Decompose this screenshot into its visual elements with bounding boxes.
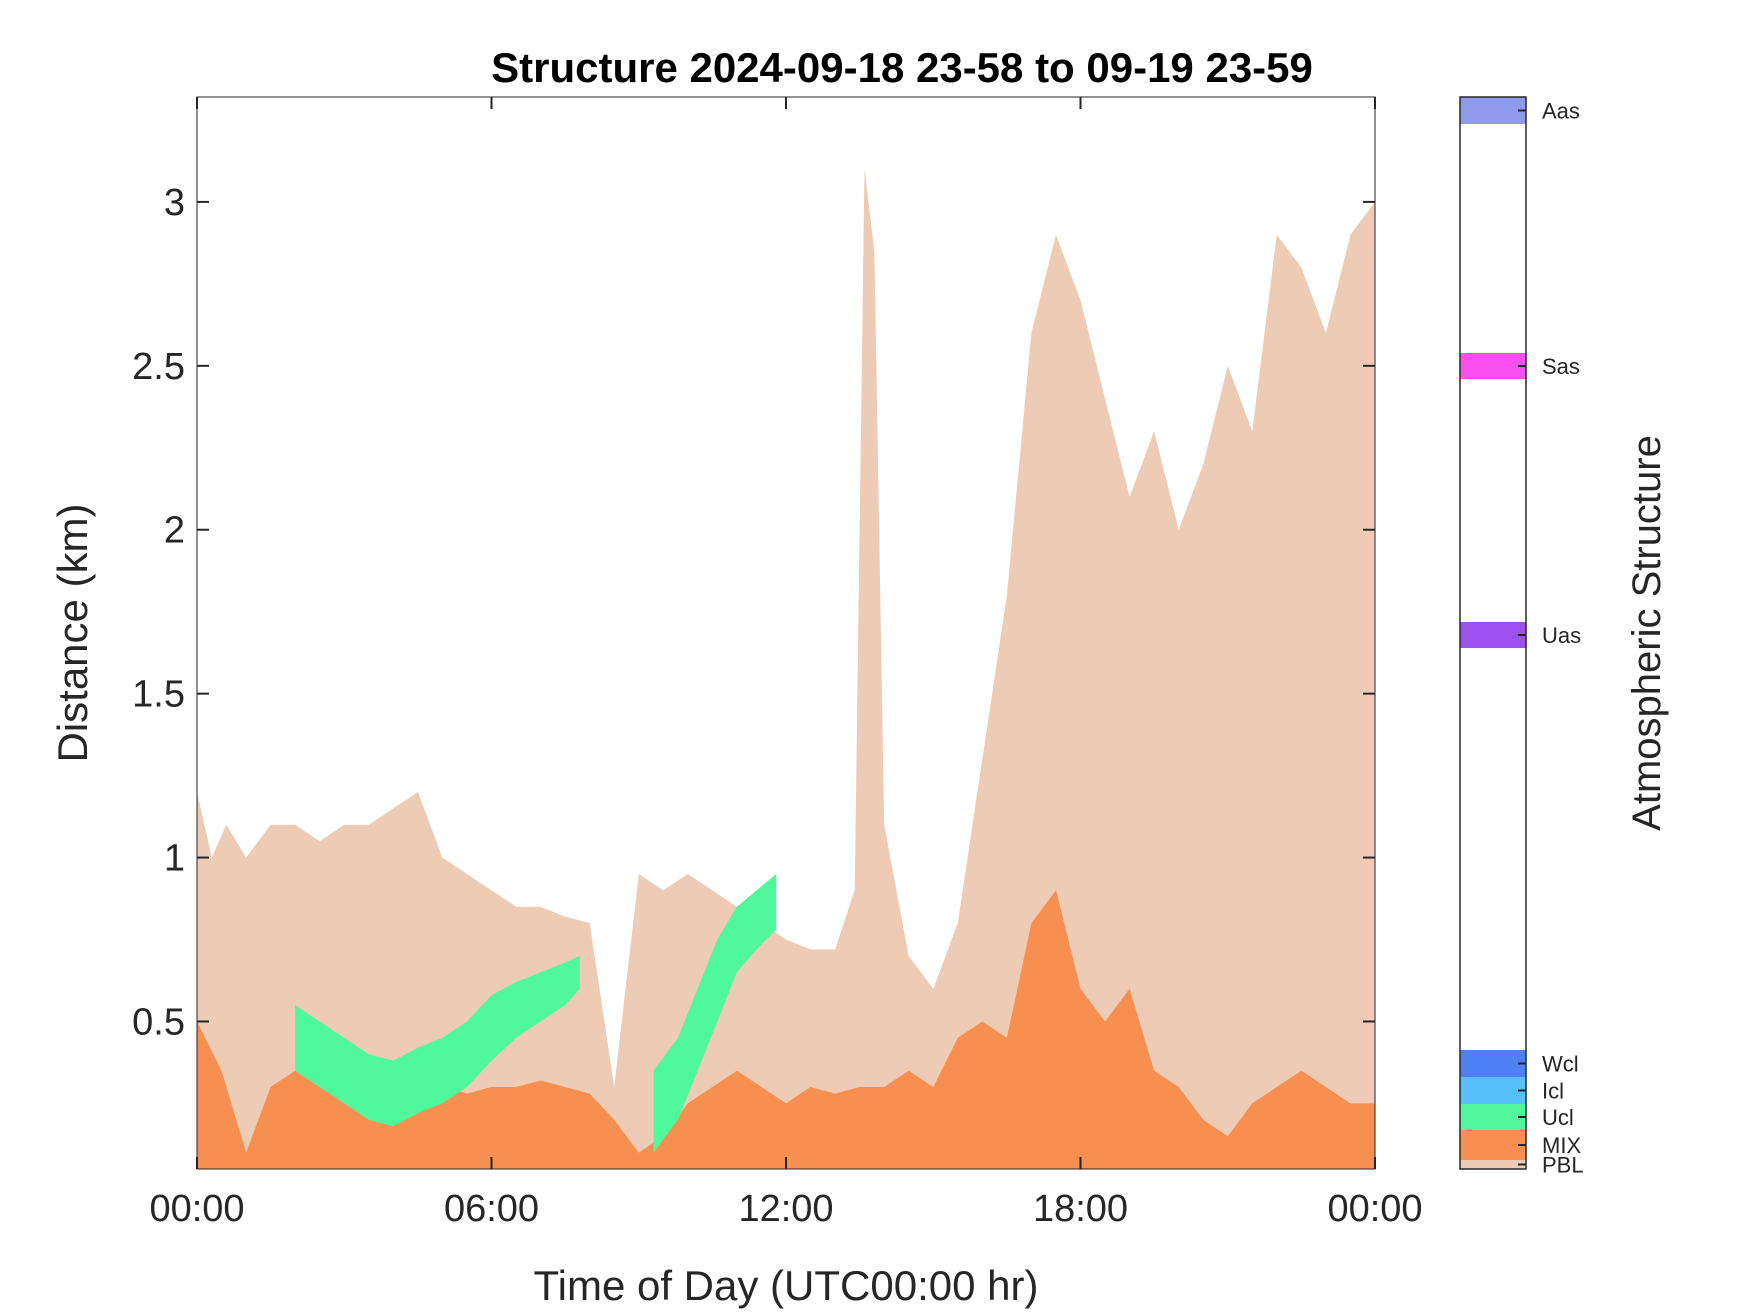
colorbar-label-sas: Sas <box>1542 354 1580 379</box>
colorbar-swatch-pbl <box>1460 1160 1526 1169</box>
colorbar-frame <box>1459 96 1527 1170</box>
x-tick-label: 18:00 <box>1033 1188 1128 1230</box>
colorbar-label-aas: Aas <box>1542 99 1580 124</box>
colorbar-swatch-icl <box>1460 1077 1526 1104</box>
y-axis-title: Distance (km) <box>49 503 96 762</box>
ucl-band-2 <box>653 874 777 1153</box>
ucl-band <box>295 955 580 1127</box>
colorbar-swatch-uas <box>1460 622 1526 648</box>
y-tick-label: 0.5 <box>132 1001 185 1043</box>
y-tick-label: 1.5 <box>132 674 185 716</box>
x-tick-label: 06:00 <box>444 1188 539 1230</box>
colorbar-label-ucl: Ucl <box>1542 1105 1574 1130</box>
colorbar-swatch-wcl <box>1460 1050 1526 1077</box>
colorbar-label-icl: Icl <box>1542 1079 1564 1104</box>
axes-layer: 00:00 06:00 12:00 18:00 00:00 0.5 1 1.5 2 2.5 3 <box>132 97 1423 1230</box>
x-tick-label: 12:00 <box>738 1188 833 1230</box>
x-tick-label: 00:00 <box>149 1188 244 1230</box>
y-tick-label: 2.5 <box>132 346 185 388</box>
colorbar-swatch-ucl <box>1460 1104 1526 1130</box>
y-tick-label: 1 <box>164 838 185 880</box>
y-tick-label: 3 <box>164 182 185 224</box>
chart-title: Structure 2024-09-18 23-58 to 09-19 23-5… <box>491 44 1313 91</box>
colorbar-swatch-aas <box>1460 97 1526 124</box>
colorbar-title: Atmospheric Structure <box>1625 435 1669 831</box>
x-axis-title: Time of Day (UTC00:00 hr) <box>534 1262 1039 1309</box>
x-tick-label: 00:00 <box>1327 1188 1422 1230</box>
y-tick-label: 2 <box>164 510 185 552</box>
mix-layer <box>197 890 1375 1169</box>
colorbar-swatch-mix <box>1460 1130 1526 1160</box>
data-layer <box>197 169 1375 1170</box>
colorbar-label-uas: Uas <box>1542 623 1581 648</box>
colorbar-label-mix: MIX <box>1542 1133 1581 1158</box>
colorbar-label-wcl: Wcl <box>1542 1052 1579 1077</box>
colorbar-swatch-sas <box>1460 353 1526 379</box>
pbl-layer <box>197 169 1375 1170</box>
colorbar-label-pbl: PBL <box>1542 1153 1584 1178</box>
